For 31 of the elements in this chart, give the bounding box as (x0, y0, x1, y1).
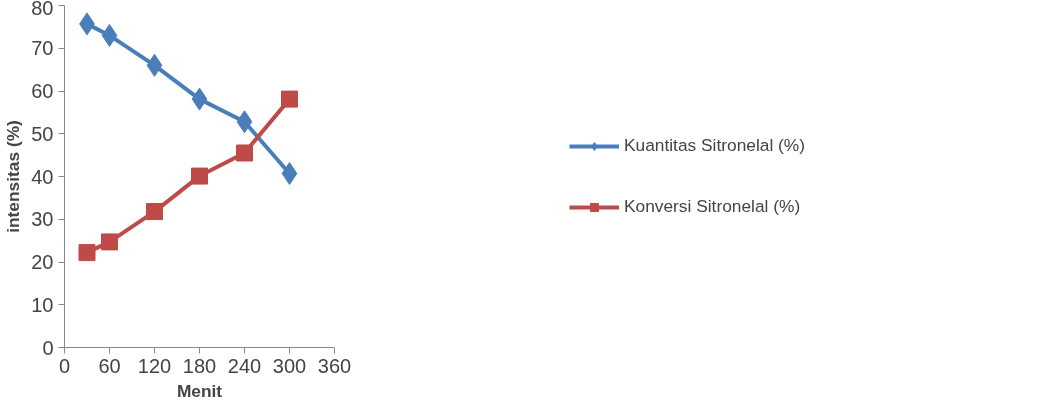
x-tick-label: 0 (58, 354, 71, 377)
x-tick-label: 300 (272, 354, 307, 377)
x-tick-label: 360 (317, 354, 352, 377)
y-axis-title: intensitas (%) (3, 120, 24, 233)
x-tick-label: 60 (98, 354, 121, 377)
y-tick-label: 0 (42, 336, 54, 359)
point (78, 244, 96, 262)
y-tick-label: 10 (31, 293, 54, 316)
point (146, 203, 163, 221)
x-tick-label: 240 (227, 354, 262, 377)
y-tick-label: 50 (31, 122, 54, 145)
point (146, 53, 163, 77)
point (236, 110, 253, 134)
point (101, 233, 118, 251)
point (281, 162, 298, 186)
y-tick-label: 70 (31, 37, 54, 60)
point (191, 87, 208, 111)
y-tick-label: 40 (31, 165, 54, 188)
y-tick-label: 20 (31, 251, 54, 273)
x-axis-title: Menit (176, 380, 223, 401)
point (236, 144, 253, 162)
x-tick-label: 120 (137, 354, 172, 377)
x-tick-label: 180 (182, 354, 217, 377)
point (101, 23, 118, 47)
legend-label: Kuantitas Sitronelal (%) (623, 135, 806, 156)
point (191, 167, 208, 185)
legend-label: Konversi Sitronelal (%) (623, 196, 801, 217)
y-tick-label: 30 (31, 208, 54, 231)
point (281, 90, 298, 108)
y-tick-label: 60 (31, 80, 54, 102)
y-tick-label: 80 (31, 0, 54, 19)
